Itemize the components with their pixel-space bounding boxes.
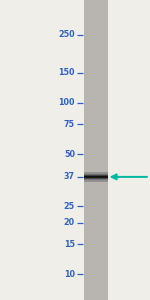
Text: 25: 25 — [64, 202, 75, 211]
Text: 37: 37 — [64, 172, 75, 182]
Text: 150: 150 — [58, 68, 75, 77]
Text: 50: 50 — [64, 150, 75, 159]
Text: 10: 10 — [64, 270, 75, 279]
Text: 100: 100 — [58, 98, 75, 107]
Text: 75: 75 — [64, 120, 75, 129]
Text: 250: 250 — [58, 30, 75, 39]
Text: 15: 15 — [64, 240, 75, 249]
Bar — [84, 0, 108, 300]
Text: 20: 20 — [64, 218, 75, 227]
